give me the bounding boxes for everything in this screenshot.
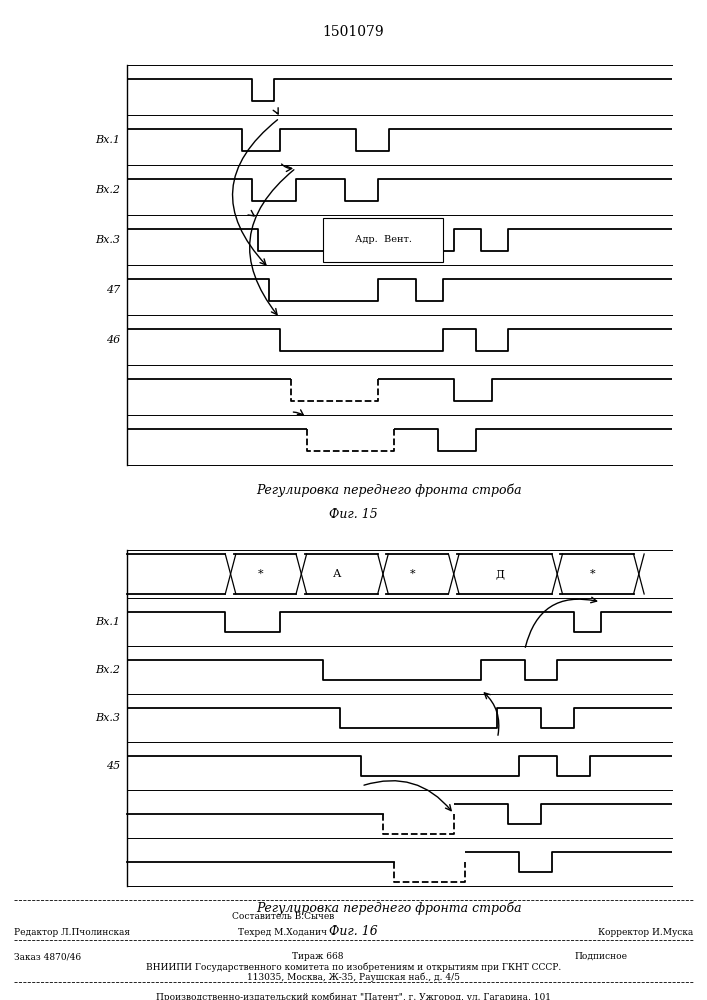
- Text: *: *: [410, 569, 416, 579]
- Text: 46: 46: [106, 335, 120, 345]
- Text: Фиг. 16: Фиг. 16: [329, 925, 378, 938]
- Text: Фиг. 15: Фиг. 15: [329, 509, 378, 522]
- Text: Вх.1: Вх.1: [95, 135, 120, 145]
- Text: 113035, Москва, Ж-35, Раушская наб., д. 4/5: 113035, Москва, Ж-35, Раушская наб., д. …: [247, 973, 460, 982]
- Text: Д: Д: [496, 569, 505, 579]
- Text: Адр.  Вент.: Адр. Вент.: [355, 235, 411, 244]
- Text: Заказ 4870/46: Заказ 4870/46: [14, 952, 81, 961]
- Text: Техред М.Ходанич: Техред М.Ходанич: [238, 928, 327, 937]
- Text: *: *: [258, 569, 264, 579]
- Text: 1501079: 1501079: [322, 25, 385, 39]
- Text: А: А: [333, 569, 341, 579]
- Text: Вх.1: Вх.1: [95, 617, 120, 627]
- Text: Подписное: Подписное: [575, 952, 627, 961]
- Text: 47: 47: [106, 285, 120, 295]
- Bar: [323, 218, 443, 262]
- Text: Вх.2: Вх.2: [95, 665, 120, 675]
- Text: Регулировка переднего фронта строба: Регулировка переднего фронта строба: [256, 901, 522, 915]
- Text: ВНИИПИ Государственного комитета по изобретениям и открытиям при ГКНТ СССР.: ВНИИПИ Государственного комитета по изоб…: [146, 963, 561, 972]
- Text: Составитель В.Сычев: Составитель В.Сычев: [232, 912, 334, 921]
- Text: *: *: [590, 569, 595, 579]
- Text: Вх.3: Вх.3: [95, 235, 120, 245]
- Text: Корректор И.Муска: Корректор И.Муска: [597, 928, 693, 937]
- Text: Вх.3: Вх.3: [95, 713, 120, 723]
- Text: Регулировка переднего фронта строба: Регулировка переднего фронта строба: [256, 483, 522, 497]
- Text: Тираж 668: Тираж 668: [293, 952, 344, 961]
- Text: Вх.2: Вх.2: [95, 185, 120, 195]
- Text: Производственно-издательский комбинат "Патент", г. Ужгород, ул. Гагарина, 101: Производственно-издательский комбинат "П…: [156, 992, 551, 1000]
- Text: Редактор Л.Пчолинская: Редактор Л.Пчолинская: [14, 928, 130, 937]
- Text: 45: 45: [106, 761, 120, 771]
